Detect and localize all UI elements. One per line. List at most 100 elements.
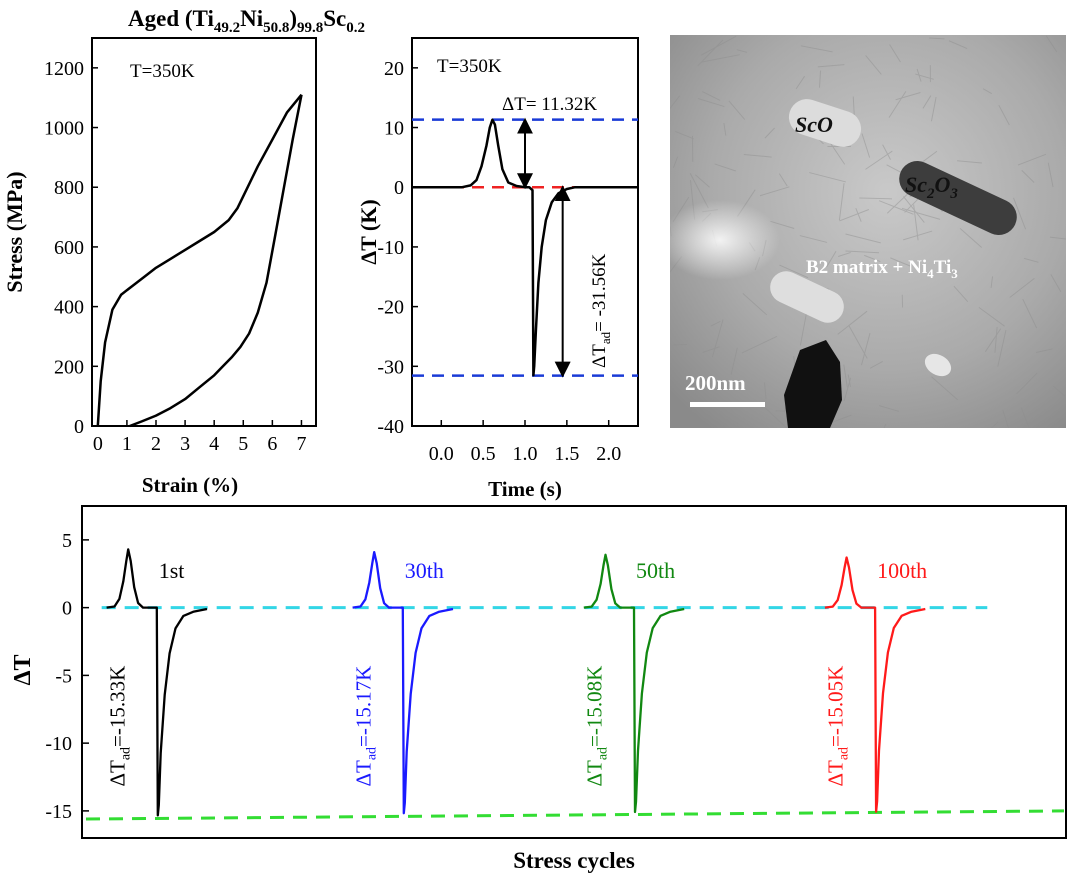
tem-texture-strand — [990, 276, 994, 288]
cycle-label-50th: 50th — [636, 558, 675, 583]
tem-texture-strand — [710, 320, 721, 327]
y-tick-label: 400 — [54, 297, 84, 319]
y-tick-label: 0 — [394, 177, 404, 199]
tem-texture-strand — [700, 380, 713, 385]
tem-texture-strand — [978, 306, 1005, 327]
cycle-label-30th: 30th — [405, 558, 444, 583]
x-tick-label: 3 — [180, 433, 190, 455]
tem-texture-strand — [848, 325, 868, 359]
cycle-label-1st: 1st — [159, 558, 185, 583]
y-tick-label: 600 — [54, 237, 84, 259]
stress-strain-frame — [91, 37, 317, 427]
x-tick-label: 4 — [209, 433, 219, 455]
cycles-ylabel: ΔT — [10, 654, 36, 685]
tem-texture-strand — [702, 91, 721, 101]
tem-texture-strand — [839, 209, 870, 222]
cycles-frame — [81, 505, 1067, 839]
x-tick-label: 1.0 — [513, 443, 538, 465]
cycle-dTad-label-50th: ΔTad=-15.08K — [583, 666, 611, 787]
tem-texture-strand — [670, 419, 672, 425]
tem-texture-strand — [948, 40, 968, 50]
tem-texture-strand — [997, 330, 1007, 367]
tem-texture-strand — [1023, 257, 1039, 263]
small-particle — [924, 353, 952, 377]
tem-texture-strand — [817, 64, 845, 68]
tem-texture-strand — [675, 130, 694, 140]
y-tick-label: -5 — [55, 665, 72, 687]
tem-texture-strand — [1021, 170, 1035, 183]
tem-texture-strand — [809, 172, 847, 183]
tem-texture-strand — [915, 73, 934, 80]
scale-bar — [690, 402, 765, 407]
tem-texture-strand — [882, 144, 891, 160]
tem-texture-strand — [886, 192, 910, 214]
tem-texture-strand — [1002, 409, 1009, 428]
y-tick-label: -10 — [377, 237, 404, 259]
y-tick-label: -30 — [377, 356, 404, 378]
tem-texture-strand — [714, 163, 737, 172]
sc2o3-label: Sc2O3 — [905, 172, 958, 202]
y-tick-label: 800 — [54, 177, 84, 199]
tem-texture-strand — [818, 70, 822, 88]
cooling-label: ΔTad= -31.56K — [589, 253, 613, 368]
x-tick-label: 0.0 — [429, 443, 454, 465]
dT-time-annotation: T=350K — [437, 56, 502, 77]
tem-texture-strand — [702, 346, 720, 353]
cycles-xlabel: Stress cycles — [513, 848, 635, 873]
sc2o3-precipitate — [899, 160, 1017, 236]
x-tick-label: 1 — [122, 433, 132, 455]
tem-texture-strand — [799, 311, 808, 346]
tem-texture-strand — [878, 405, 900, 412]
dark-particle — [784, 340, 842, 428]
tem-texture-strand — [826, 251, 837, 268]
tem-texture-strand — [864, 254, 881, 263]
tem-texture-strand — [736, 49, 748, 53]
series-30th — [352, 550, 454, 815]
series-loading — [96, 93, 303, 427]
tem-texture-strand — [920, 150, 938, 164]
tem-texture-strand — [982, 88, 993, 95]
tem-texture-strand — [723, 122, 727, 136]
heating-label: ΔT= 11.32K — [502, 94, 597, 115]
tem-texture-strand — [913, 204, 919, 241]
tem-texture-strand — [736, 422, 739, 428]
tem-texture-strand — [998, 104, 1010, 126]
cycle-dTad-label-1st: ΔTad=-15.33K — [105, 666, 133, 787]
tem-texture-strand — [730, 347, 738, 375]
tem-texture-strand — [779, 264, 809, 279]
sco-label: ScO — [795, 112, 833, 137]
sco-precipitate — [788, 99, 862, 147]
cycles-panel: -15 -10 -5 0 5 1st ΔTad=-15.33K 30th ΔTad=-15.1… — [10, 505, 1067, 873]
y-tick-label: 0 — [62, 598, 72, 620]
x-tick-label: 5 — [238, 433, 248, 455]
tem-texture-strand — [843, 377, 852, 402]
series-unloading — [129, 94, 303, 428]
bright-region — [670, 200, 780, 280]
x-tick-label: 0 — [93, 433, 103, 455]
tem-texture-strand — [902, 230, 933, 241]
tem-texture-strand — [700, 35, 737, 56]
tem-texture-strand — [799, 235, 828, 243]
y-tick-label: 20 — [384, 58, 404, 80]
tem-texture-strand — [1013, 197, 1027, 230]
y-tick-label: 5 — [62, 530, 72, 552]
y-tick-label: -40 — [377, 416, 404, 438]
figure-title: Aged (Ti49.2Ni50.8)99.8Sc0.2 — [128, 6, 365, 36]
tem-texture-strand — [837, 310, 868, 335]
tem-texture-strand — [1053, 385, 1066, 397]
tem-texture-strand — [922, 95, 932, 109]
y-tick-label: 1200 — [44, 58, 84, 80]
x-tick-label: 2 — [151, 433, 161, 455]
x-tick-label: 6 — [267, 433, 277, 455]
series-50th — [583, 553, 685, 814]
tem-texture-strand — [1020, 407, 1030, 428]
cycle-label-100th: 100th — [877, 558, 927, 583]
tem-texture-strand — [759, 186, 790, 197]
tem-texture-strand — [741, 335, 778, 354]
stress-strain-annotation: T=350K — [130, 61, 195, 82]
tem-texture-strand — [838, 183, 845, 221]
tem-texture-strand — [959, 228, 983, 248]
cycle-dTad-label-100th: ΔTad=-15.05K — [824, 666, 852, 787]
